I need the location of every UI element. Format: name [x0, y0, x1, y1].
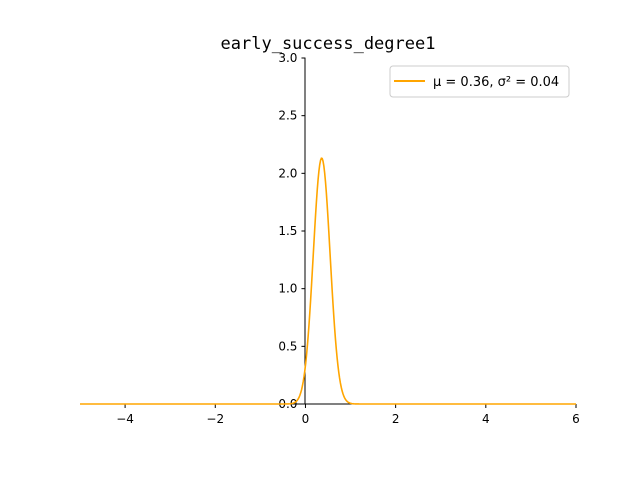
- y-tick-label: 1.0: [278, 282, 297, 296]
- x-tick-label: −4: [116, 412, 134, 426]
- series-line: [80, 157, 576, 405]
- legend-label: μ = 0.36, σ² = 0.04: [433, 75, 559, 90]
- y-tick-label: 2.0: [278, 166, 297, 180]
- x-tick-label: 2: [392, 412, 400, 426]
- y-tick-label: 3.0: [278, 51, 297, 65]
- x-tick-label: 6: [572, 412, 580, 426]
- y-tick-label: 0.5: [278, 339, 297, 353]
- chart-title: early_success_degree1: [221, 34, 436, 54]
- legend: μ = 0.36, σ² = 0.04: [389, 65, 570, 98]
- x-tick-label: 4: [482, 412, 490, 426]
- series-layer: [80, 157, 576, 405]
- x-ticks: −4 −2 0 2 4 6: [116, 404, 580, 426]
- y-tick-label: 2.5: [278, 109, 297, 123]
- y-ticks: 0.00.51.01.52.02.53.0: [278, 51, 306, 411]
- x-tick-label: −2: [206, 412, 224, 426]
- y-tick-label: 1.5: [278, 224, 297, 238]
- legend-box: [389, 65, 570, 98]
- plot-area: −4 −2 0 2 4 6 0.00.51.01.52.02.53.0: [80, 51, 580, 426]
- x-tick-label: 0: [302, 412, 310, 426]
